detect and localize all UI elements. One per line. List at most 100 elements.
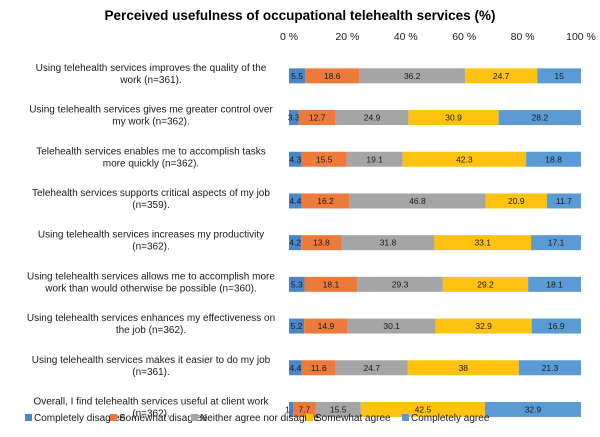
data-label: 32.9	[525, 404, 542, 414]
legend-swatch	[25, 414, 32, 421]
bar-segment	[531, 235, 581, 251]
legend-label: Neither agree nor disagree	[200, 413, 319, 424]
category-labels: Using telehealth services improves the q…	[27, 63, 276, 420]
category-label: Using telehealth services enhances my ef…	[27, 313, 275, 336]
bar-segment	[465, 68, 538, 84]
bar-segment	[360, 401, 485, 417]
bar-segment	[341, 235, 435, 251]
data-label: 16.2	[317, 196, 334, 206]
bar-segment	[298, 110, 336, 126]
category-label-line: Telehealth services enables me to accomp…	[36, 146, 266, 157]
bar-segment	[546, 193, 581, 209]
bar-segment	[435, 318, 532, 334]
data-label: 13.8	[313, 238, 330, 248]
legend-label: Somewhat agree	[315, 413, 391, 424]
bar-segment	[335, 360, 408, 376]
category-label-line: Using telehealth services increases my p…	[38, 230, 264, 241]
x-tick-label: 0 %	[280, 31, 298, 43]
bar-segment	[289, 110, 299, 126]
legend-swatch	[110, 414, 117, 421]
data-label: 5.2	[291, 321, 303, 331]
data-label: 3.3	[288, 113, 300, 123]
category-label-line: work (n=361).	[119, 75, 181, 86]
data-label: 19.1	[366, 154, 383, 164]
data-label: 42.5	[415, 404, 432, 414]
category-label-line: Using telehealth services makes it easie…	[32, 355, 271, 366]
bar-segment	[528, 276, 581, 292]
data-label: 5.5	[291, 71, 303, 81]
bar-segment	[304, 276, 358, 292]
category-label: Telehealth services supports critical as…	[32, 188, 270, 211]
data-label: 18.6	[324, 71, 341, 81]
legend-label: Somewhat disagree	[119, 413, 208, 424]
category-label: Using telehealth services increases my p…	[38, 230, 264, 253]
data-label: 33.1	[474, 238, 491, 248]
data-label: 18.1	[323, 279, 340, 289]
data-label: 24.7	[364, 363, 381, 373]
bar-segment	[304, 318, 348, 334]
category-label-line: more quickly (n=362).	[103, 158, 199, 169]
category-label-line: Overall, I find telehealth services usef…	[33, 396, 269, 407]
data-label: 36.2	[404, 71, 421, 81]
bar-segment	[357, 276, 443, 292]
bar-segment	[305, 68, 360, 84]
data-label: 24.9	[364, 113, 381, 123]
bar-segment	[289, 276, 305, 292]
category-label-line: (n=362).	[132, 242, 170, 253]
bar-segment	[349, 193, 486, 209]
data-label: 31.8	[380, 238, 397, 248]
bar-segment	[289, 193, 302, 209]
x-tick-label: 20 %	[335, 31, 359, 43]
data-label: 38	[459, 363, 469, 373]
data-label: 18.8	[545, 154, 562, 164]
category-label: Telehealth services enables me to accomp…	[36, 146, 266, 169]
data-label: 29.3	[392, 279, 409, 289]
data-label: 14.9	[318, 321, 335, 331]
data-label: 16.9	[548, 321, 565, 331]
bar-segment	[407, 360, 519, 376]
data-label: 20.9	[508, 196, 525, 206]
category-label-line: Using telehealth services improves the q…	[36, 63, 267, 74]
data-label: 21.3	[542, 363, 559, 373]
x-tick-label: 60 %	[452, 31, 476, 43]
data-label: 1.4	[285, 404, 297, 414]
bar-segment	[531, 318, 581, 334]
bar-segment	[301, 151, 347, 167]
data-label: 11.6	[311, 363, 327, 373]
data-label: 7.7	[298, 404, 310, 414]
bar-segment	[359, 68, 466, 84]
data-label: 30.9	[445, 113, 462, 123]
chart-title: Perceived usefulness of occupational tel…	[105, 8, 496, 23]
data-label: 17.1	[548, 238, 565, 248]
category-label: Overall, I find telehealth services usef…	[33, 396, 269, 419]
category-label-line: Using telehealth services gives me great…	[29, 105, 273, 116]
data-label: 29.2	[477, 279, 494, 289]
bar-segment	[289, 151, 302, 167]
bar-segment	[301, 193, 350, 209]
data-label: 4.2	[289, 238, 301, 248]
bar-segment	[518, 360, 581, 376]
data-label: 4.4	[290, 196, 302, 206]
bar-segment	[289, 401, 294, 417]
category-label-line: work than would otherwise be possible (n…	[44, 283, 257, 294]
data-label: 42.3	[456, 154, 473, 164]
data-label: 32.9	[475, 321, 492, 331]
data-label: 18.1	[546, 279, 563, 289]
bar-segment	[402, 151, 527, 167]
bar-segment	[442, 276, 529, 292]
x-tick-label: 100 %	[566, 31, 596, 43]
bar-segment	[346, 151, 403, 167]
category-label-line: (n=362).	[132, 408, 170, 419]
bar-segment	[289, 318, 305, 334]
bar-segment	[526, 151, 581, 167]
data-label: 12.7	[309, 113, 326, 123]
bar-segment	[301, 235, 342, 251]
category-label: Using telehealth services makes it easie…	[32, 355, 271, 378]
data-label: 4.4	[290, 363, 302, 373]
x-tick-label: 40 %	[394, 31, 418, 43]
category-label: Using telehealth services allows me to a…	[27, 271, 275, 294]
legend-label: Completely disagree	[34, 413, 126, 424]
bar-segment	[408, 110, 499, 126]
data-label: 4.3	[289, 154, 301, 164]
category-label: Using telehealth services gives me great…	[29, 105, 273, 128]
